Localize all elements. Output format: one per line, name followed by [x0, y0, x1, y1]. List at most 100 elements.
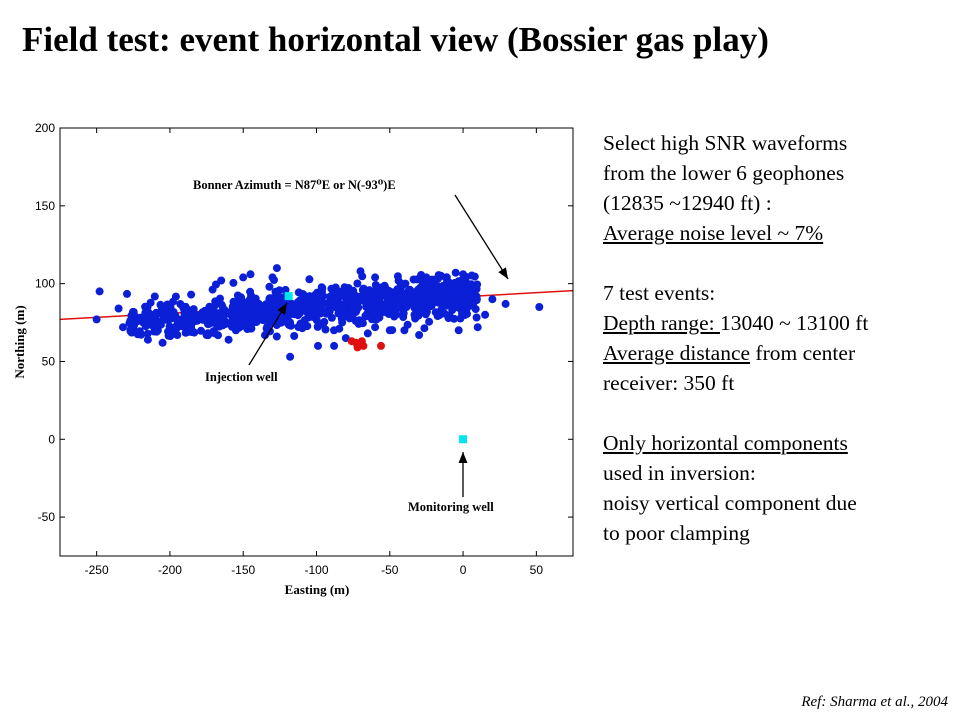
event-point	[355, 293, 364, 302]
event-point	[341, 292, 350, 301]
event-point	[143, 329, 152, 338]
event-point	[119, 323, 127, 332]
event-point	[239, 273, 248, 282]
event-point	[249, 315, 258, 324]
event-point	[326, 292, 335, 301]
event-point	[114, 304, 123, 313]
event-point	[354, 319, 363, 328]
notes-line: 7 test events:	[603, 281, 716, 305]
event-point	[226, 307, 235, 316]
notes-line: from the lower 6 geophones	[603, 161, 845, 185]
event-point	[434, 298, 443, 307]
event-point	[217, 276, 226, 285]
event-point	[356, 267, 365, 276]
notes-line: Only horizontal components	[603, 431, 848, 455]
event-point	[144, 308, 153, 317]
event-point	[472, 313, 481, 322]
event-point	[454, 326, 463, 335]
event-point	[385, 294, 394, 303]
annotation-arrows-group	[248, 194, 509, 497]
event-point	[347, 312, 356, 321]
x-tick-label: -150	[231, 563, 255, 577]
x-tick-label: 50	[530, 563, 544, 577]
event-point	[205, 302, 214, 311]
event-point	[467, 271, 476, 280]
depth-range-label: Depth range:	[603, 311, 721, 335]
y-axis-label: Northing (m)	[12, 305, 27, 378]
event-point	[224, 335, 233, 344]
event-point	[425, 317, 434, 326]
event-point	[377, 290, 386, 299]
event-point	[126, 327, 135, 336]
event-point	[229, 297, 238, 306]
event-point	[141, 316, 150, 325]
monitoring-arrow-head	[458, 452, 468, 463]
test-event-points-group	[347, 337, 385, 352]
event-point	[422, 273, 431, 282]
event-point	[330, 326, 338, 335]
event-point	[306, 293, 315, 302]
y-tick-label: 0	[48, 432, 55, 446]
notes-line: Select high SNR waveforms	[603, 131, 848, 155]
event-point	[327, 284, 336, 293]
event-point	[314, 341, 322, 350]
event-point	[473, 323, 482, 332]
event-point	[399, 309, 408, 318]
event-point	[447, 299, 456, 308]
event-point	[249, 298, 258, 306]
event-point	[202, 331, 211, 339]
event-point	[255, 303, 263, 312]
event-point	[197, 326, 205, 335]
event-point	[123, 289, 131, 298]
event-point	[459, 270, 468, 279]
event-point	[371, 310, 380, 319]
event-point	[290, 332, 299, 340]
event-point	[265, 282, 274, 291]
event-point	[299, 300, 308, 309]
event-point	[370, 303, 379, 312]
event-point	[246, 270, 255, 279]
event-point	[467, 284, 476, 293]
monitoring-well-marker	[459, 435, 468, 444]
x-tick-label: -200	[158, 563, 182, 577]
monitoring-well-label: Monitoring well	[408, 500, 494, 514]
event-point	[271, 287, 280, 296]
event-point	[358, 286, 367, 294]
event-point	[294, 307, 303, 316]
event-point	[156, 300, 165, 309]
event-point	[535, 303, 544, 311]
azimuth-arrow-head	[498, 267, 508, 279]
notes-line: Depth range: 13040 ~ 13100 ft	[603, 308, 953, 338]
notes-line: (12835 ~12940 ft) :	[603, 191, 772, 215]
wells-group	[284, 292, 468, 444]
x-axis-label: Easting (m)	[285, 582, 350, 597]
test-event-point	[353, 343, 362, 352]
event-point	[457, 305, 466, 314]
event-point	[265, 299, 274, 308]
x-tick-label: -50	[381, 563, 399, 577]
event-point	[433, 312, 442, 320]
event-point	[347, 303, 356, 312]
event-point	[215, 322, 224, 331]
event-point	[371, 323, 380, 332]
event-point	[272, 264, 281, 273]
event-point	[371, 273, 380, 282]
event-point	[377, 308, 386, 317]
event-point	[341, 334, 350, 343]
event-point	[364, 297, 373, 306]
event-point	[353, 279, 362, 288]
event-point	[150, 292, 159, 301]
event-point	[226, 318, 235, 327]
notes-line: to poor clamping	[603, 521, 750, 545]
event-point	[173, 331, 182, 339]
notes-line: receiver: 350 ft	[603, 371, 735, 395]
event-point	[472, 295, 481, 304]
event-point	[415, 331, 424, 339]
injection-arrow-head	[277, 303, 287, 315]
event-point	[400, 326, 409, 335]
plot-area	[60, 128, 573, 556]
event-point	[444, 278, 453, 287]
event-point	[129, 313, 138, 322]
reference-citation: Ref: Sharma et al., 2004	[801, 694, 948, 710]
